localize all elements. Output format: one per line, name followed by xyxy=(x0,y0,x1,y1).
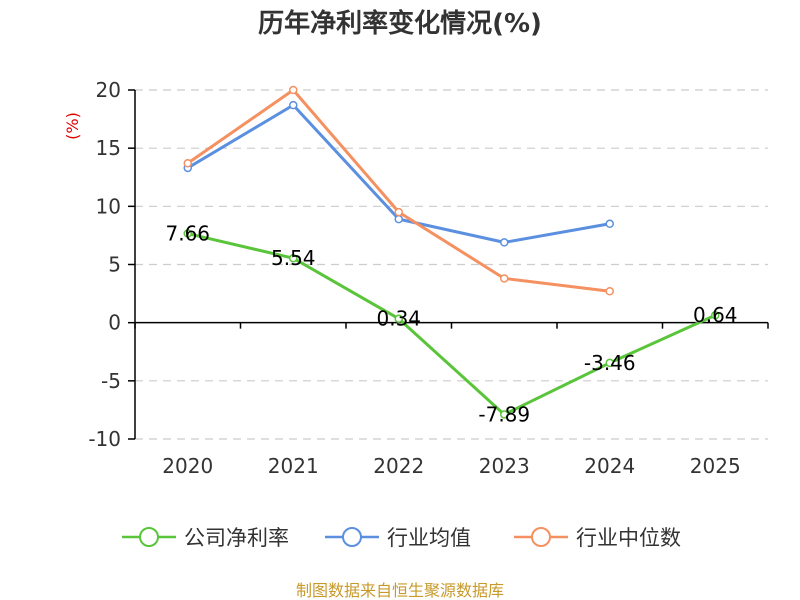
grid-lines xyxy=(135,89,768,440)
x-tick-label: 2022 xyxy=(373,454,424,478)
x-tick-label: 2021 xyxy=(268,454,319,478)
y-tick-label: 0 xyxy=(108,311,121,335)
chart-title: 历年净利率变化情况(%) xyxy=(258,8,542,39)
legend-label: 行业中位数 xyxy=(576,526,681,550)
data-point xyxy=(500,410,509,419)
axes: 20 15 10 5 0 -5 -10 2020 2021 2022 2023 2024 2025 xyxy=(88,78,769,478)
legend-label: 公司净利率 xyxy=(184,526,289,550)
y-tick-label: -5 xyxy=(101,369,121,393)
y-tick-label: 5 xyxy=(108,253,121,277)
data-point xyxy=(500,238,509,247)
data-point xyxy=(394,314,403,323)
y-tick-label: 15 xyxy=(96,136,121,160)
data-label: -7.89 xyxy=(478,402,530,426)
legend-marker xyxy=(531,527,551,547)
y-tick-label: 20 xyxy=(96,78,121,102)
y-axis-unit-label: (%) xyxy=(63,112,82,140)
x-tick-label: 2024 xyxy=(584,454,635,478)
series-line xyxy=(186,88,610,293)
legend: 公司净利率 行业均值 行业中位数 xyxy=(122,526,681,550)
data-point xyxy=(711,310,720,320)
data-point xyxy=(394,207,403,217)
legend-label: 行业均值 xyxy=(387,526,471,550)
data-point xyxy=(289,253,298,263)
source-note: 制图数据来自恒生聚源数据库 xyxy=(296,581,504,600)
data-point xyxy=(394,214,403,224)
data-point xyxy=(605,287,614,296)
series-lines xyxy=(183,85,720,419)
x-tick-label: 2025 xyxy=(690,454,741,478)
data-point xyxy=(183,159,192,168)
data-point xyxy=(183,229,192,238)
series-line xyxy=(187,232,716,416)
data-label: -3.46 xyxy=(584,351,636,375)
legend-marker xyxy=(139,527,159,547)
data-point xyxy=(500,274,509,283)
data-label: 7.66 xyxy=(165,222,210,246)
data-label: 5.54 xyxy=(271,246,316,270)
legend-marker xyxy=(342,527,362,547)
data-point xyxy=(289,100,298,110)
data-label: 0.64 xyxy=(693,303,738,327)
x-tick-label: 2023 xyxy=(479,454,530,478)
data-point xyxy=(605,358,614,368)
data-labels: 7.66 5.54 0.34 -7.89 -3.46 0.64 xyxy=(165,222,737,427)
data-label: 0.34 xyxy=(376,307,421,331)
y-tick-label: -10 xyxy=(88,427,121,451)
y-tick-label: 10 xyxy=(96,194,121,218)
x-tick-label: 2020 xyxy=(162,454,213,478)
data-point xyxy=(289,85,298,95)
data-point xyxy=(605,219,614,229)
